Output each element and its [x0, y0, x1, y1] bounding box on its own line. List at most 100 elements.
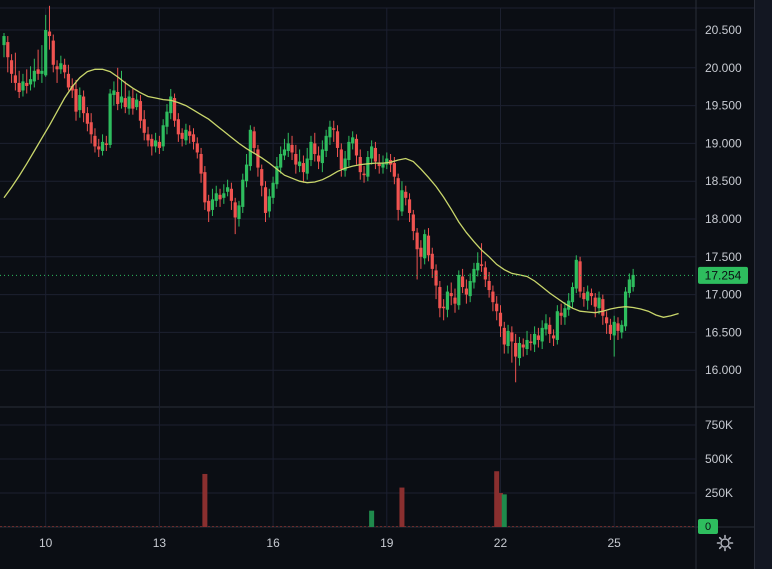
- candle: [226, 179, 230, 197]
- candle: [112, 81, 116, 106]
- candle: [627, 273, 631, 298]
- candle: [631, 268, 635, 292]
- candle-body: [536, 335, 540, 340]
- candle-body: [74, 88, 78, 112]
- candle-body: [199, 153, 203, 174]
- candle-body: [93, 135, 97, 147]
- candle-body: [59, 63, 63, 70]
- candle-body: [290, 144, 294, 153]
- candle-body: [108, 93, 112, 145]
- candle: [146, 126, 150, 147]
- candle-body: [305, 158, 309, 174]
- candle-body: [616, 323, 620, 331]
- candle-body: [551, 335, 556, 339]
- candle-body: [445, 291, 450, 310]
- candle: [13, 52, 17, 91]
- candle: [404, 185, 408, 206]
- candle: [305, 147, 309, 180]
- candle-body: [415, 232, 419, 250]
- candle: [563, 302, 567, 325]
- candle-body: [472, 268, 476, 283]
- candle-body: [593, 297, 597, 307]
- candle-body: [146, 134, 150, 141]
- candle: [362, 166, 366, 183]
- volume-bar: [501, 494, 507, 527]
- candle-body: [17, 82, 21, 92]
- candle-body: [203, 172, 207, 203]
- candle-body: [241, 179, 245, 207]
- candle: [203, 166, 207, 210]
- candle: [385, 152, 389, 170]
- candle-body: [597, 297, 601, 309]
- volume-axis[interactable]: 750K 500K 250K: [705, 418, 733, 500]
- candle-body: [483, 267, 487, 280]
- candle: [93, 128, 97, 153]
- candle-body: [248, 129, 252, 167]
- candle-body: [195, 143, 199, 153]
- last-price-badge: 17.254: [698, 266, 748, 284]
- candle-body: [631, 274, 635, 288]
- candle: [74, 79, 78, 121]
- candle: [506, 324, 510, 354]
- time-tick-label: 13: [153, 536, 167, 550]
- candle-body: [347, 141, 351, 161]
- candle-body: [502, 327, 506, 345]
- candle-body: [407, 199, 412, 213]
- candle: [260, 164, 264, 197]
- candle: [36, 49, 40, 80]
- candle: [400, 181, 404, 216]
- candle: [89, 113, 93, 144]
- candle: [510, 326, 514, 363]
- candle: [301, 155, 306, 183]
- candle: [195, 137, 199, 159]
- candle: [100, 134, 105, 156]
- candle: [222, 184, 226, 204]
- candle-body: [271, 182, 275, 198]
- candle: [279, 146, 283, 174]
- candle-body: [47, 31, 52, 37]
- candle-body: [176, 119, 180, 135]
- time-tick-label: 19: [380, 536, 394, 550]
- candle-body: [135, 99, 139, 108]
- candle: [525, 330, 529, 356]
- candle: [419, 240, 423, 269]
- candle-body: [608, 324, 612, 334]
- candle-body: [51, 40, 55, 65]
- candle: [81, 90, 86, 123]
- candle: [116, 67, 120, 111]
- candle: [199, 147, 203, 183]
- candle-body: [66, 73, 71, 88]
- candle: [559, 303, 563, 325]
- price-axis[interactable]: 20.500 20.000 19.500 19.000 18.500 18.000 17.5…: [705, 23, 742, 377]
- candle: [608, 318, 612, 340]
- candle-body: [256, 149, 260, 168]
- candle: [339, 143, 343, 177]
- candle-body: [362, 173, 366, 176]
- candle-body: [491, 291, 495, 303]
- candle: [430, 247, 434, 278]
- candle: [582, 287, 586, 307]
- candle: [332, 120, 336, 142]
- candle-body: [263, 187, 268, 213]
- candle: [40, 45, 44, 83]
- candle: [521, 338, 525, 357]
- time-tick-label: 25: [608, 536, 622, 550]
- candle-body: [396, 178, 400, 210]
- candle-body: [309, 141, 313, 161]
- candle-body: [514, 342, 518, 357]
- time-axis[interactable]: 10 13 16 19 22 25: [39, 536, 621, 550]
- candle-body: [601, 299, 605, 316]
- candle: [578, 256, 582, 298]
- candle-body: [605, 317, 609, 324]
- right-sidebar[interactable]: [754, 0, 772, 569]
- settings-gear-icon[interactable]: [716, 534, 734, 552]
- price-pane: [2, 5, 635, 383]
- candle-body: [332, 128, 336, 130]
- candle: [555, 305, 559, 345]
- candle: [108, 88, 112, 148]
- candle: [169, 88, 173, 120]
- candle: [59, 55, 63, 74]
- candle: [78, 87, 82, 118]
- candle-body: [191, 134, 196, 142]
